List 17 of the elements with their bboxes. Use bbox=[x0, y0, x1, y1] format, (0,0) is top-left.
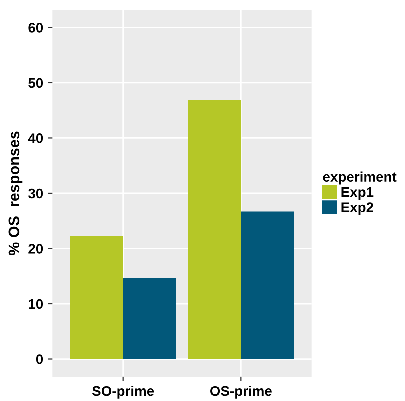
legend-title: experiment bbox=[323, 172, 397, 185]
bar bbox=[70, 236, 124, 360]
y-tick-label: 0 bbox=[36, 354, 44, 364]
y-axis-title: % OS responses bbox=[8, 132, 23, 256]
bar bbox=[188, 100, 242, 360]
y-tick-label: 60 bbox=[28, 23, 44, 33]
legend-label: Exp2 bbox=[342, 202, 374, 216]
y-tick-label: 30 bbox=[28, 188, 44, 199]
bar bbox=[241, 212, 294, 360]
x-tick-label: OS-prime bbox=[210, 386, 272, 399]
y-tick-label: 40 bbox=[28, 134, 44, 144]
y-tick-label: 20 bbox=[28, 244, 44, 254]
x-tick-label: SO-prime bbox=[92, 386, 154, 399]
y-tick-label: 10 bbox=[29, 299, 44, 310]
legend-label: Exp1 bbox=[342, 188, 374, 200]
y-tick-label: 50 bbox=[28, 78, 44, 88]
bar bbox=[123, 278, 176, 360]
